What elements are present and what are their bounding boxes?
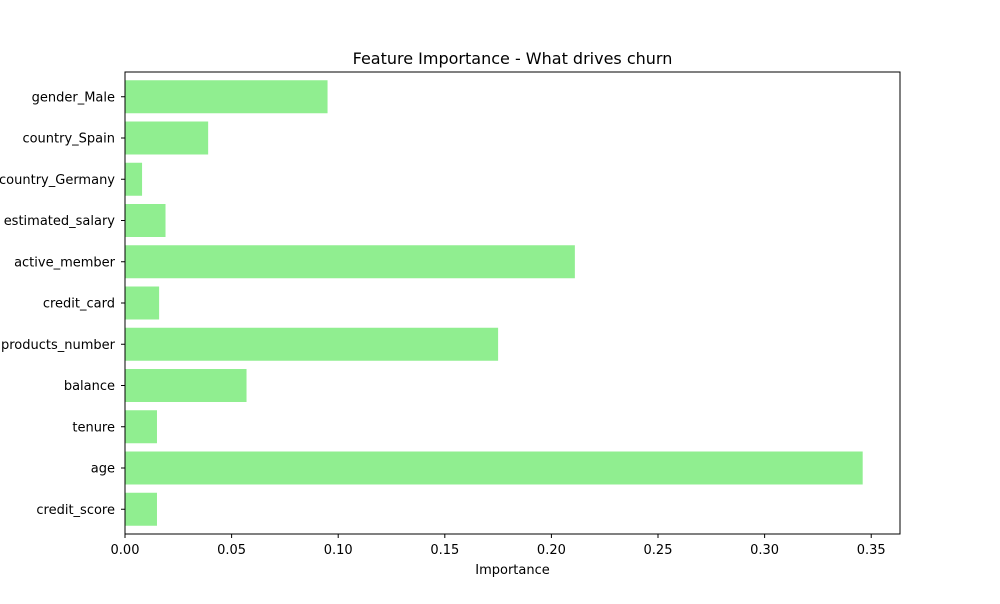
x-axis-label: Importance (475, 563, 550, 578)
y-tick-label: age (91, 462, 115, 477)
x-tick-label: 0.25 (644, 543, 673, 558)
plot-frame (124, 71, 901, 535)
bar-products_number (125, 327, 499, 361)
y-tick-label: country_Spain (22, 132, 115, 147)
y-tick-label: balance (64, 379, 115, 394)
bar-tenure (125, 410, 157, 444)
y-tick-label: gender_Male (32, 90, 115, 105)
y-tick-label: credit_card (43, 297, 115, 312)
bar-estimated_salary (125, 204, 166, 237)
bar-age (125, 451, 863, 485)
bar-active_member (125, 245, 575, 279)
bars-layer (125, 80, 863, 526)
bar-balance (125, 369, 247, 402)
chart-title: Feature Importance - What drives churn (353, 49, 673, 68)
x-tick-label: 0.15 (430, 543, 459, 558)
x-tick-label: 0.20 (537, 543, 566, 558)
x-tick-label: 0.00 (111, 543, 140, 558)
y-tick-label: estimated_salary (4, 214, 116, 229)
y-tick-label: credit_score (36, 503, 115, 518)
x-tick-label: 0.10 (324, 543, 353, 558)
bar-credit_score (125, 492, 157, 526)
y-tick-label: country_Germany (0, 173, 115, 188)
y-tick-label: tenure (72, 420, 115, 435)
y-axis-ticks: credit_score age tenure balance products_num… (0, 90, 125, 518)
x-tick-label: 0.35 (857, 543, 886, 558)
y-tick-label: products_number (1, 338, 116, 353)
bar-country_Spain (125, 121, 209, 155)
x-tick-label: 0.30 (750, 543, 779, 558)
bar-gender_Male (125, 80, 328, 114)
bar-credit_card (125, 286, 160, 320)
bar-country_Germany (125, 162, 143, 196)
y-tick-label: active_member (14, 255, 116, 270)
x-tick-label: 0.05 (217, 543, 246, 558)
x-axis-ticks: 0.00 0.05 0.10 0.15 0.20 0.25 0.30 0.35 (111, 534, 886, 558)
